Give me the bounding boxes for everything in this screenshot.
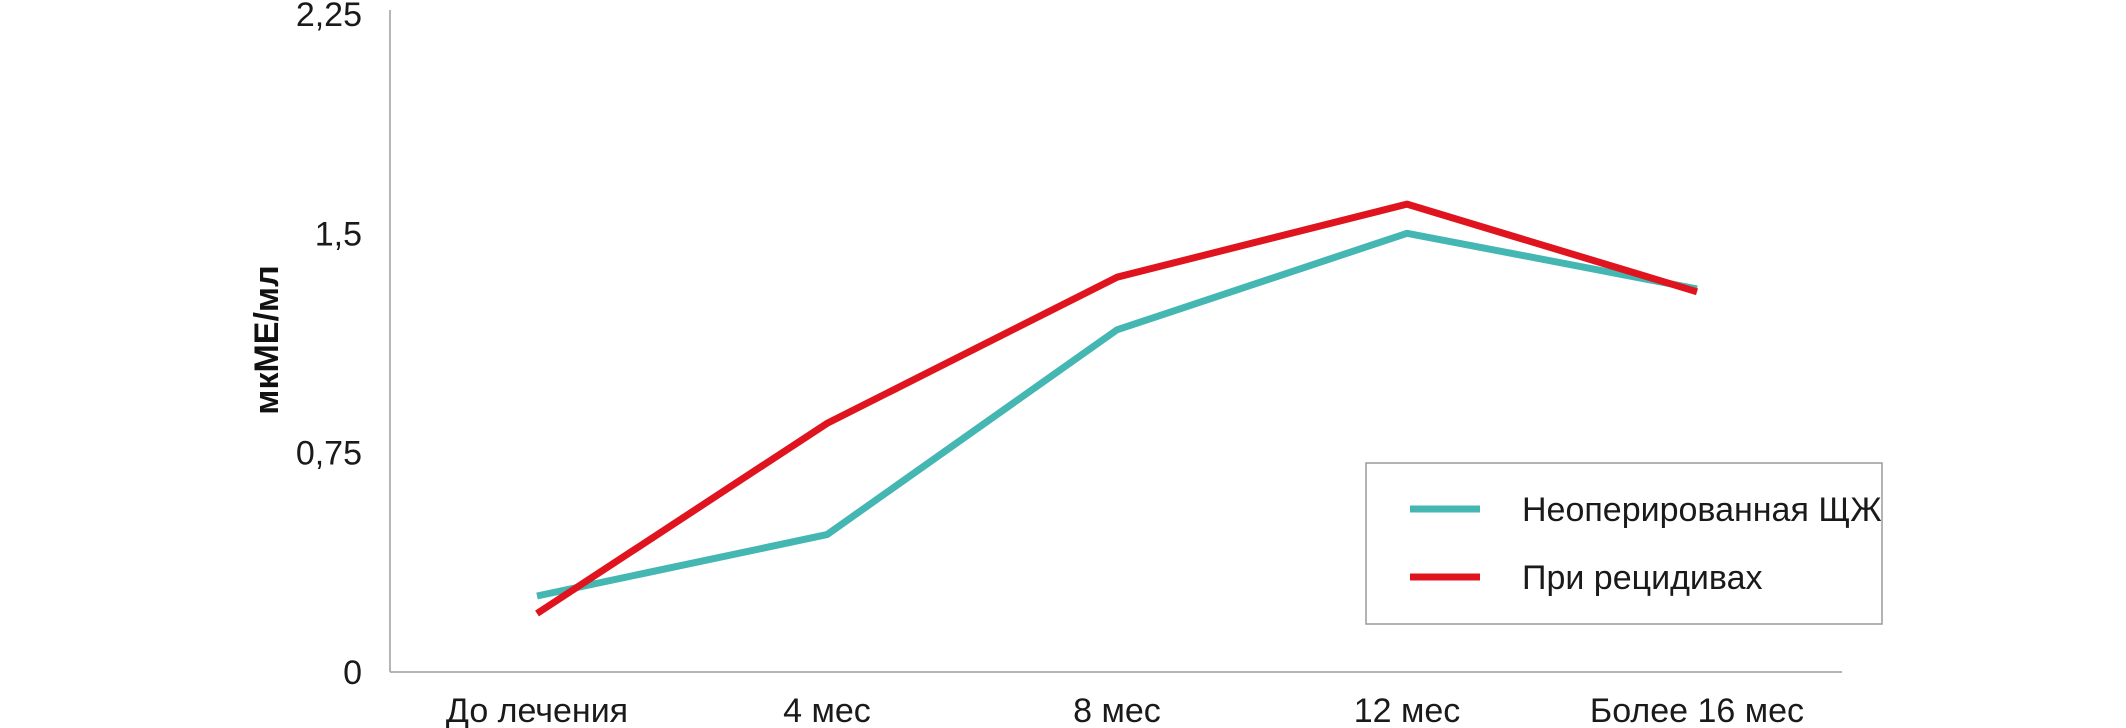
y-tick-label: 0,75 bbox=[296, 435, 362, 473]
x-tick-label: 4 мес bbox=[783, 692, 871, 728]
y-tick-label: 2,25 bbox=[296, 0, 362, 34]
legend-box bbox=[1365, 462, 1883, 625]
y-tick-label: 0 bbox=[343, 654, 362, 692]
legend-label-neoperirovannaya: Неоперированная ЩЖ bbox=[1522, 491, 1882, 529]
legend-label-pri-recidivah: При рецидивах bbox=[1522, 559, 1763, 597]
y-tick-labels: 0 0,75 1,5 2,25 bbox=[296, 0, 362, 692]
x-tick-labels: До лечения 4 мес 8 мес 12 мес Более 16 мес bbox=[446, 692, 1804, 728]
x-tick-label: 12 мес bbox=[1354, 692, 1461, 728]
x-tick-label: Более 16 мес bbox=[1590, 692, 1804, 728]
x-tick-label: 8 мес bbox=[1073, 692, 1161, 728]
y-axis-title: мкМЕ/мл bbox=[248, 265, 286, 414]
y-tick-label: 1,5 bbox=[315, 215, 362, 253]
x-tick-label: До лечения bbox=[446, 692, 628, 728]
legend: Неоперированная ЩЖ При рецидивах bbox=[1365, 462, 1883, 625]
series-lines bbox=[535, 200, 1699, 617]
